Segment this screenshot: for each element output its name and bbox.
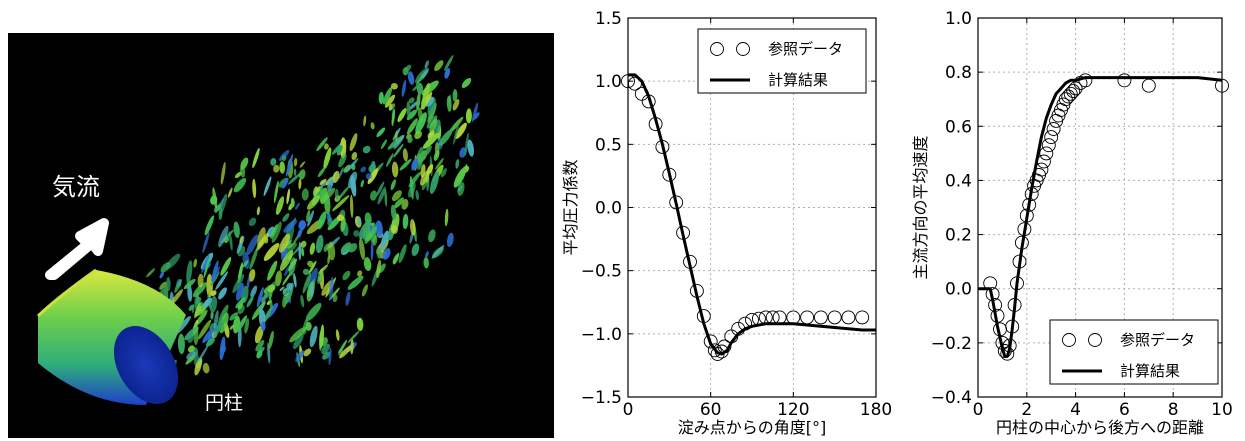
data-point xyxy=(1117,73,1132,88)
legend-circle-marker xyxy=(1088,333,1102,347)
y-tick-label: 0.5 xyxy=(595,135,622,155)
x-tick-label: 10 xyxy=(1211,400,1233,420)
data-point xyxy=(855,310,870,325)
data-point xyxy=(1063,86,1078,101)
y-tick-label: 0.2 xyxy=(945,226,972,246)
y-tick-label: 0.6 xyxy=(945,117,972,137)
legend-label: 参照データ xyxy=(768,40,843,58)
y-tick-label: 1.5 xyxy=(595,9,622,29)
x-tick-label: 60 xyxy=(700,400,722,420)
x-tick-label: 2 xyxy=(1021,400,1032,420)
legend-circle-marker xyxy=(1062,333,1076,347)
series-line xyxy=(978,76,1222,358)
data-point xyxy=(703,334,718,349)
pressure-coefficient-chart: 0 60 120 180 1.5 1.0 0.5 0.0 −0.5 −1.0 −1.5 淀み点からの角… xyxy=(561,9,892,437)
vortex-visualization: 気流 円柱 xyxy=(36,55,480,414)
data-point xyxy=(1041,138,1056,153)
legend-label: 計算結果 xyxy=(1120,362,1180,380)
x-tick-label: 120 xyxy=(777,400,809,420)
legend-box xyxy=(1049,319,1219,385)
vortex-wake xyxy=(146,55,480,376)
data-point xyxy=(800,310,815,325)
cylinder xyxy=(36,268,186,405)
data-point xyxy=(827,310,842,325)
airflow-arrow-icon xyxy=(45,218,109,280)
y-tick-label: −0.4 xyxy=(931,388,972,408)
y-tick-label: 0.0 xyxy=(945,280,972,300)
x-axis-label: 淀み点からの角度[°] xyxy=(678,418,827,437)
legend-box xyxy=(697,28,867,94)
x-tick-label: 180 xyxy=(860,400,892,420)
series-points xyxy=(983,73,1229,361)
plot-frame xyxy=(977,17,1223,398)
airflow-label: 気流 xyxy=(52,173,100,201)
simulation-image: 気流 円柱 xyxy=(8,33,554,438)
y-axis-label: 平均圧力係数 xyxy=(561,159,580,255)
data-point xyxy=(1058,92,1073,107)
x-tick-label: 0 xyxy=(623,400,634,420)
y-axis-label: 主流方向の平均速度 xyxy=(911,135,930,279)
legend-label: 参照データ xyxy=(1120,331,1195,349)
legend-circle-marker xyxy=(710,42,724,56)
x-tick-label: 4 xyxy=(1070,400,1081,420)
data-point xyxy=(1039,146,1054,161)
y-tick-label: −0.2 xyxy=(931,334,972,354)
data-point xyxy=(1036,154,1051,169)
y-tick-label: −0.5 xyxy=(581,262,622,282)
legend-circle-marker xyxy=(736,42,750,56)
y-tick-label: 0.4 xyxy=(945,171,972,191)
velocity-chart: 0 2 4 6 8 10 1.0 0.8 0.6 0.4 0.2 0.0 −0.2 −0.4 円柱の中心から… xyxy=(911,9,1233,437)
data-point xyxy=(1046,122,1061,136)
data-point xyxy=(1044,130,1059,145)
plot-frame xyxy=(627,17,877,398)
legend-label: 計算結果 xyxy=(768,71,828,89)
data-point xyxy=(1061,89,1076,104)
y-tick-label: −1.0 xyxy=(581,325,622,345)
x-tick-label: 0 xyxy=(973,400,984,420)
x-tick-label: 8 xyxy=(1168,400,1179,420)
series-line xyxy=(628,73,876,356)
x-tick-label: 6 xyxy=(1119,400,1130,420)
y-tick-label: 0.0 xyxy=(595,199,622,219)
data-point xyxy=(841,310,856,325)
data-point xyxy=(813,310,828,325)
cylinder-label: 円柱 xyxy=(205,392,243,414)
y-tick-label: 0.8 xyxy=(945,63,972,83)
data-point xyxy=(707,343,722,358)
series-points xyxy=(621,74,870,361)
data-point xyxy=(786,310,801,325)
data-point xyxy=(1068,81,1083,96)
data-point xyxy=(1141,78,1156,93)
y-tick-label: 1.0 xyxy=(945,9,972,29)
y-tick-label: 1.0 xyxy=(595,72,622,92)
data-point xyxy=(1066,84,1081,99)
data-point xyxy=(1000,346,1015,361)
x-axis-label: 円柱の中心から後方への距離 xyxy=(996,418,1204,437)
y-tick-label: −1.5 xyxy=(581,388,622,408)
